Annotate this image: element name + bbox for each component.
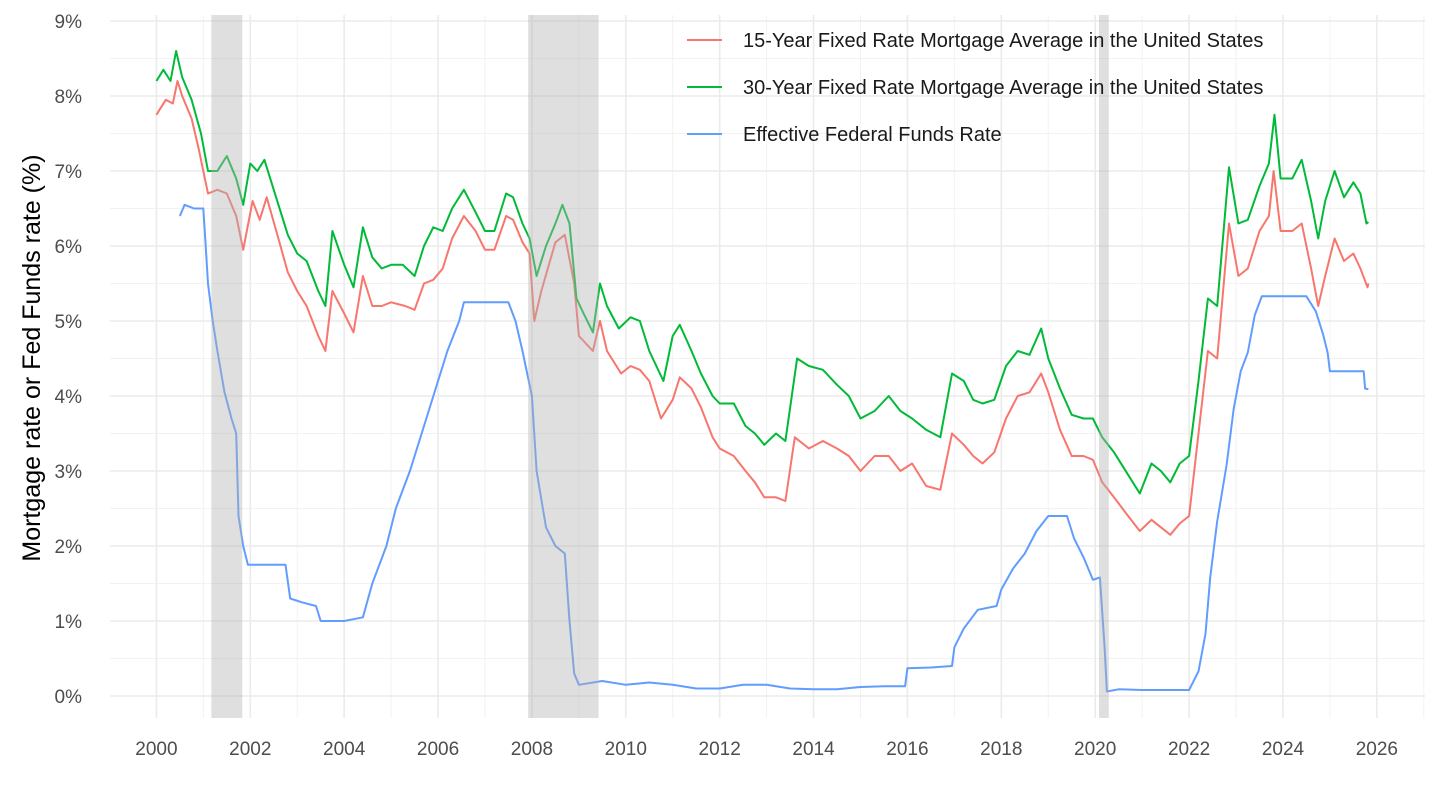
x-tick-label: 2018 (980, 739, 1022, 760)
x-tick-label: 2024 (1262, 739, 1305, 760)
y-axis-title: Mortgage rate or Fed Funds rate (%) (18, 154, 46, 561)
y-axis-tick-labels: 0% 1% 2% 3% 4% 5% 6% 7% 8% 9% (55, 12, 83, 708)
series-line-2 (155, 50, 1370, 495)
legend: 15-Year Fixed Rate Mortgage Average in t… (687, 30, 1263, 146)
x-tick-label: 2026 (1356, 739, 1398, 760)
x-tick-label: 2022 (1168, 739, 1210, 760)
x-tick-label: 2008 (511, 739, 553, 760)
recession-band (1098, 15, 1109, 718)
x-tick-label: 2004 (323, 739, 366, 760)
x-tick-label: 2010 (605, 739, 647, 760)
y-tick-label: 3% (55, 462, 83, 483)
series-lines (155, 50, 1370, 693)
y-tick-label: 4% (55, 387, 83, 408)
y-tick-label: 2% (55, 537, 83, 558)
legend-label: 30-Year Fixed Rate Mortgage Average in t… (743, 77, 1263, 99)
y-tick-label: 6% (55, 237, 83, 258)
y-tick-label: 7% (55, 162, 83, 183)
y-tick-label: 8% (55, 87, 83, 108)
legend-label: Effective Federal Funds Rate (743, 124, 1002, 146)
x-tick-label: 2016 (886, 739, 928, 760)
recession-band (528, 15, 599, 718)
y-tick-label: 5% (55, 312, 83, 333)
x-tick-label: 2002 (229, 739, 271, 760)
series-line-1 (155, 80, 1370, 536)
y-tick-label: 1% (55, 612, 83, 633)
series-line-3 (178, 203, 1369, 693)
x-tick-label: 2012 (699, 739, 741, 760)
recession-band (211, 15, 243, 718)
x-tick-label: 2000 (135, 739, 177, 760)
major-gridlines (110, 15, 1425, 718)
x-tick-label: 2020 (1074, 739, 1116, 760)
y-tick-label: 0% (55, 687, 83, 708)
x-axis-tick-labels: 2000 2002 2004 2006 2008 2010 2012 2014 2016 2018… (135, 739, 1398, 760)
x-tick-label: 2006 (417, 739, 459, 760)
y-tick-label: 9% (55, 12, 83, 33)
recession-shading (211, 15, 1109, 718)
x-tick-label: 2014 (792, 739, 835, 760)
legend-label: 15-Year Fixed Rate Mortgage Average in t… (743, 30, 1263, 52)
minor-gridlines (110, 15, 1425, 718)
